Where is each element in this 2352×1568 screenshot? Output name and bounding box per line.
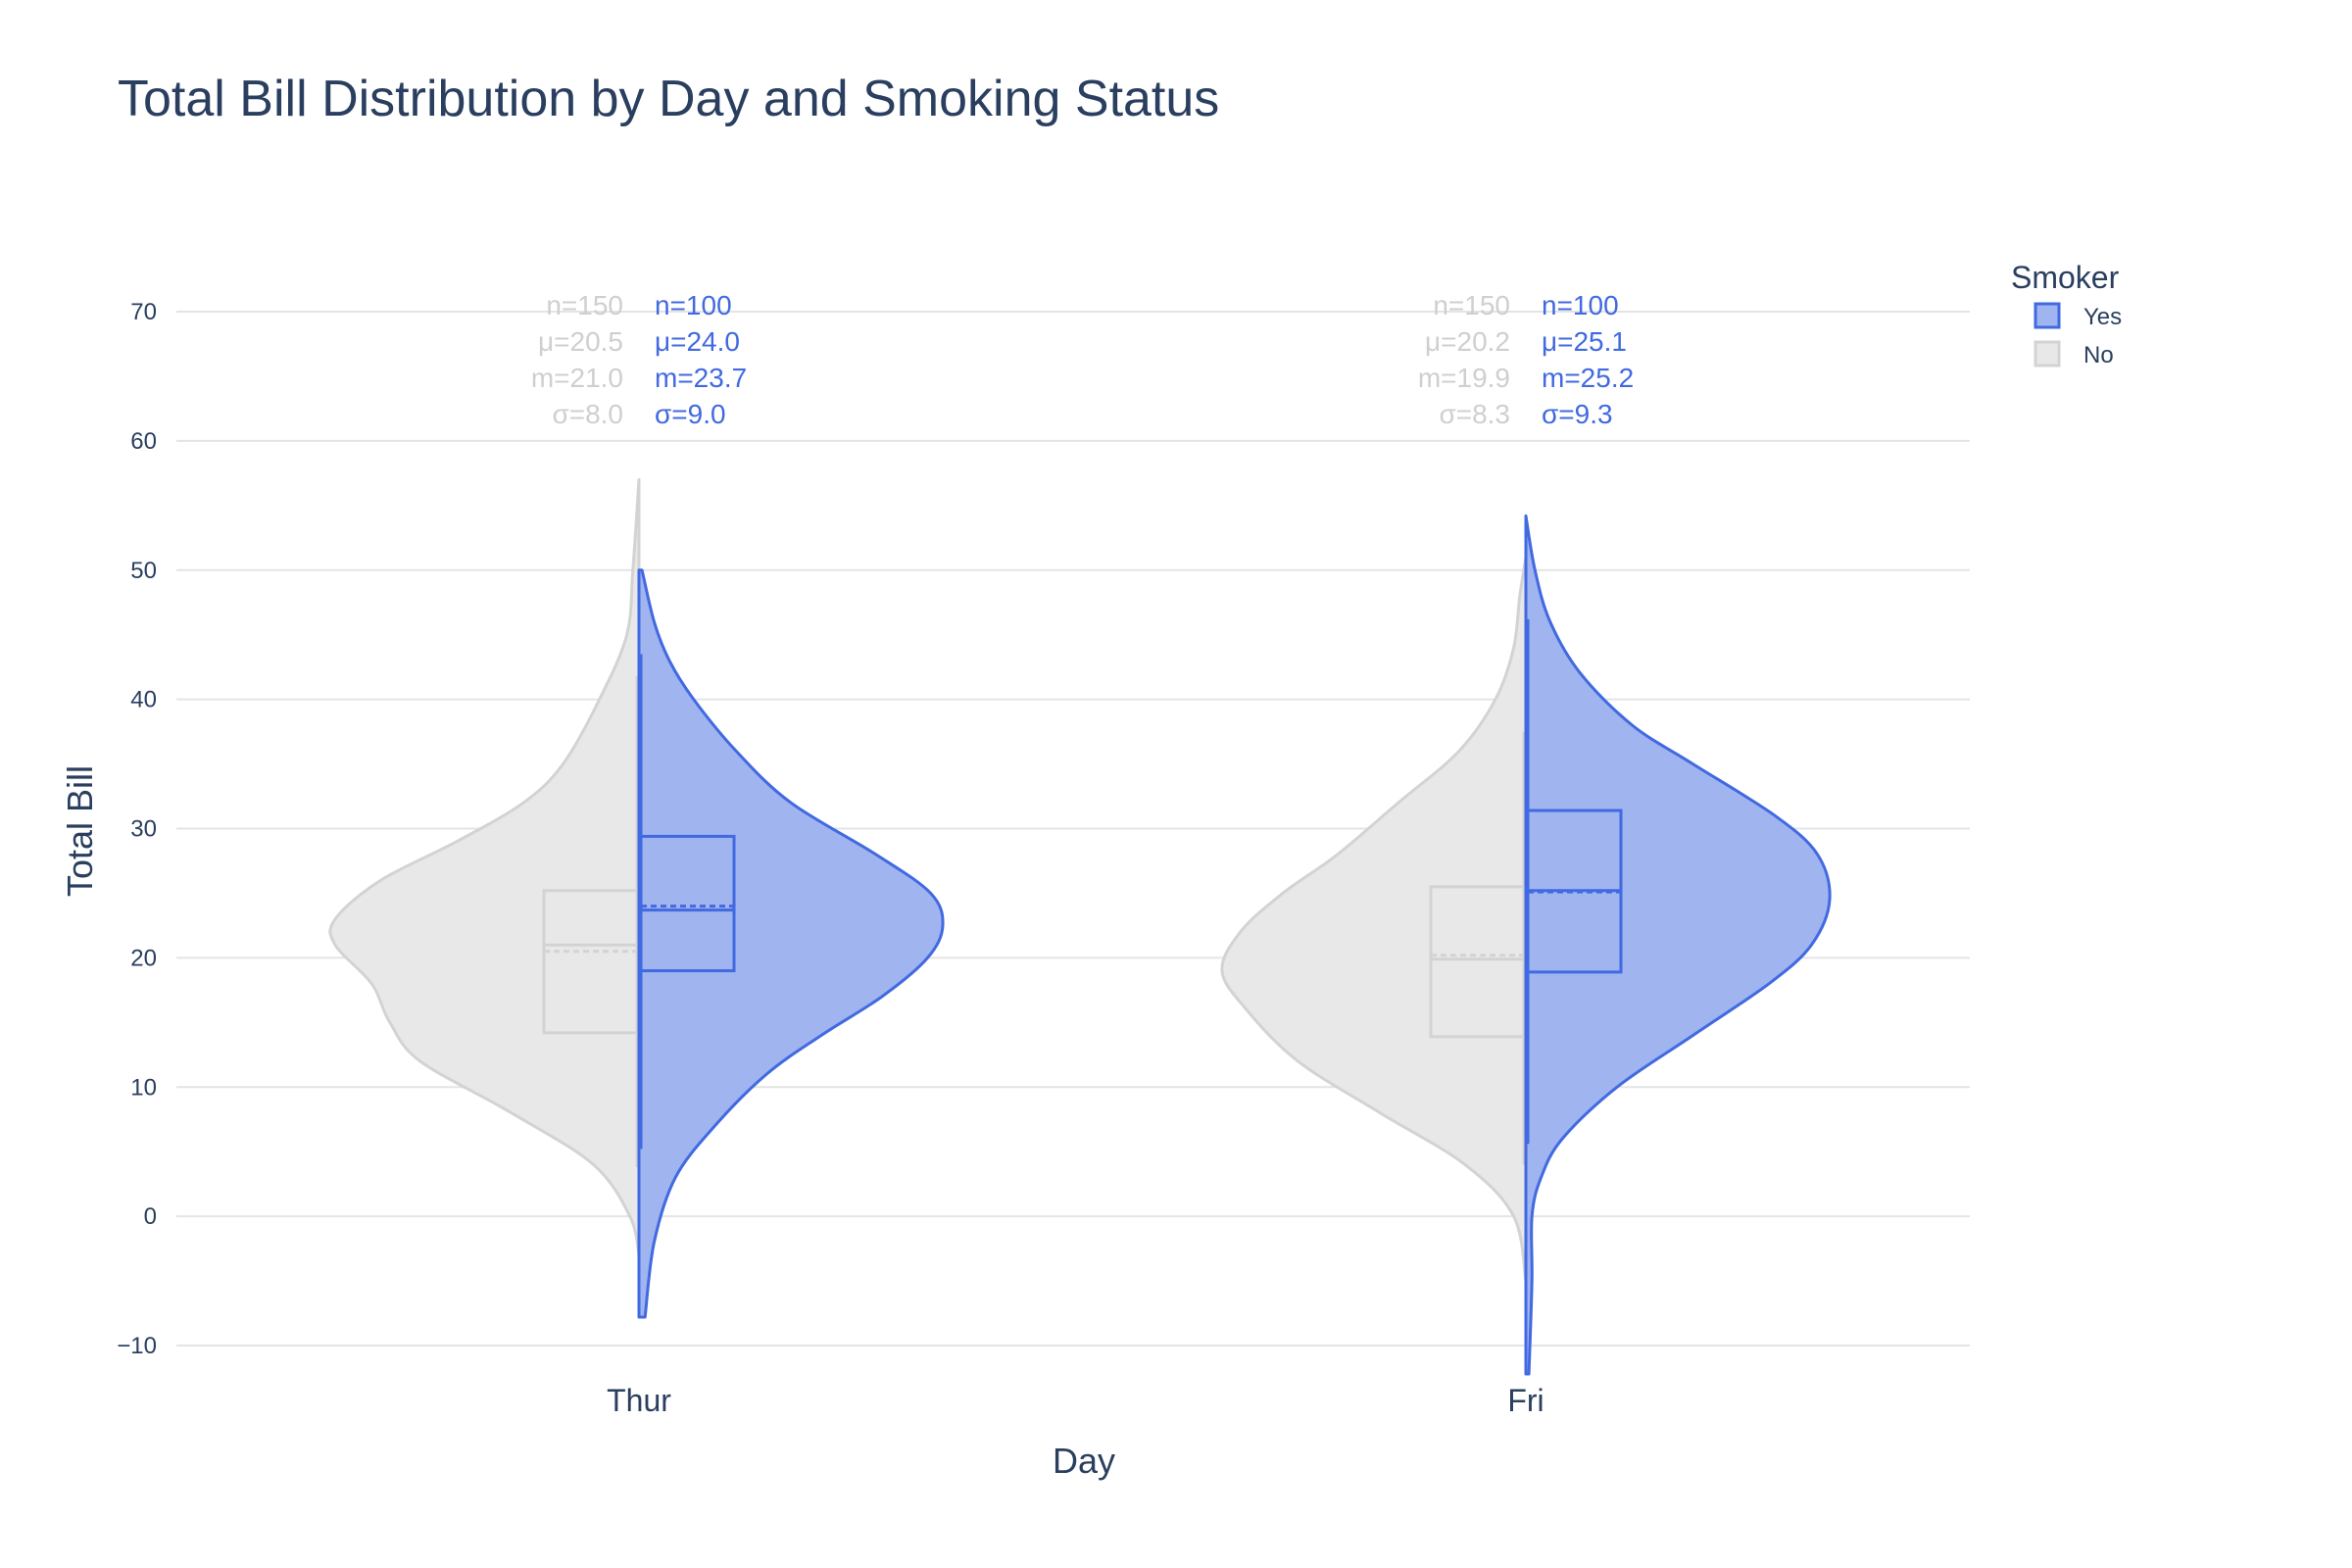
- legend-title: Smoker: [2011, 260, 2120, 295]
- box: [542, 889, 639, 1035]
- violin-yes-thur: [637, 568, 945, 1319]
- violin-no-fri: [1220, 556, 1528, 1283]
- stat-mean: μ=20.5: [538, 326, 623, 357]
- x-tick-labels: Thur Fri: [607, 1383, 1544, 1418]
- stat-n: n=100: [655, 290, 732, 320]
- stat-mean: μ=24.0: [655, 326, 740, 357]
- y-tick-label: 30: [130, 816, 157, 843]
- y-tick-label: 50: [130, 558, 157, 584]
- stat-sd: σ=8.3: [1439, 399, 1510, 429]
- stat-median: m=25.2: [1542, 363, 1634, 393]
- y-axis-title: Total Bill: [60, 765, 100, 897]
- box: [639, 834, 736, 973]
- legend: Smoker Yes No: [2011, 260, 2122, 368]
- violins: [328, 477, 1832, 1376]
- y-tick-label: 0: [144, 1203, 157, 1230]
- legend-swatch-no: [2034, 340, 2061, 368]
- stat-sd: σ=9.0: [655, 399, 726, 429]
- y-tick-label: 60: [130, 428, 157, 455]
- chart-title: Total Bill Distribution by Day and Smoki…: [118, 71, 1219, 127]
- y-tick-label: 10: [130, 1074, 157, 1101]
- stat-annotations: n=100 μ=24.0 m=23.7 σ=9.0 n=100 μ=25.1 m=25.2 σ…: [531, 290, 1634, 429]
- stat-n: n=150: [546, 290, 623, 320]
- stat-n: n=150: [1433, 290, 1510, 320]
- x-tick-label: Thur: [607, 1383, 671, 1418]
- legend-label-no: No: [2083, 342, 2114, 368]
- y-tick-label: 70: [130, 299, 157, 325]
- stat-sd: σ=8.0: [552, 399, 623, 429]
- stat-median: m=19.9: [1418, 363, 1510, 393]
- violin-no-thur: [328, 477, 641, 1257]
- legend-label-yes: Yes: [2083, 304, 2122, 330]
- stat-mean: μ=25.1: [1542, 326, 1627, 357]
- violin-yes-fri: [1524, 514, 1832, 1376]
- stat-median: m=21.0: [531, 363, 623, 393]
- stat-median: m=23.7: [655, 363, 747, 393]
- x-tick-label: Fri: [1507, 1383, 1544, 1418]
- y-tick-label: 40: [130, 687, 157, 713]
- stat-n: n=100: [1542, 290, 1619, 320]
- y-tick-label: −10: [117, 1333, 157, 1359]
- x-axis-title: Day: [1053, 1441, 1115, 1481]
- y-tick-label: 20: [130, 945, 157, 971]
- stat-sd: σ=9.3: [1542, 399, 1613, 429]
- box: [1429, 885, 1526, 1039]
- stat-mean: μ=20.2: [1425, 326, 1510, 357]
- y-tick-labels: −10 0 10 20 30 40 50 60 70: [117, 299, 157, 1359]
- legend-swatch-yes: [2034, 302, 2061, 329]
